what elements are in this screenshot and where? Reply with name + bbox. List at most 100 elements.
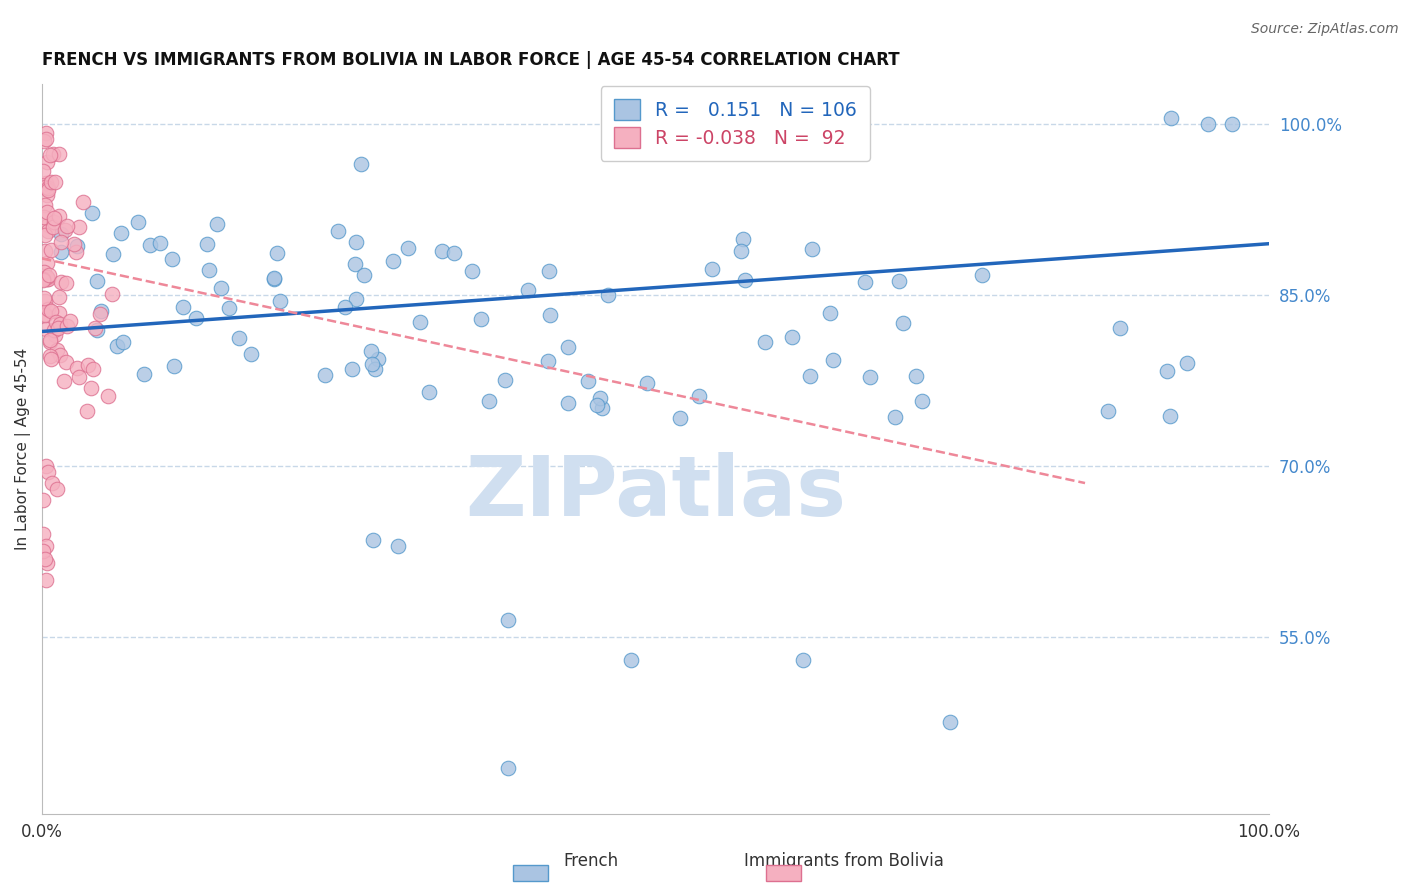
Point [537,354,560,368]
Point [86,275,108,289]
Point [335,300,357,314]
Point [586,398,609,412]
Point [800,242,823,256]
Point [49,235,72,249]
Point [42,211,65,225]
Point [84,321,107,335]
Point [498,613,520,627]
Point [343,257,366,271]
Point [80,381,103,395]
Point [49,227,72,241]
Point [32,273,55,287]
Point [1156,364,1178,378]
Legend: R =   0.151   N = 106, R = -0.038   N =  92: R = 0.151 N = 106, R = -0.038 N = 92 [600,87,870,161]
Point [1175,356,1198,370]
Point [1197,117,1219,131]
Point [32,272,55,286]
Point [35,458,58,473]
Point [207,218,229,232]
Point [911,394,934,409]
Point [38,268,60,282]
Point [1220,117,1243,131]
Point [32,544,55,558]
Point [127,215,149,229]
Point [82,362,104,376]
Point [1160,112,1182,126]
Point [344,293,367,307]
Point [35,322,58,336]
Point [461,264,484,278]
Point [37,181,59,195]
Point [34,210,56,224]
Point [350,157,373,171]
Point [891,316,914,330]
Point [799,369,821,384]
Point [89,307,111,321]
Point [792,653,814,667]
Point [342,361,364,376]
Point [52,374,75,388]
Point [818,306,841,320]
Point [35,132,58,146]
Point [49,244,72,259]
Point [35,255,58,269]
Point [730,244,752,259]
Point [100,286,122,301]
Point [34,552,56,566]
Point [66,238,89,252]
Point [172,300,194,314]
Point [430,244,453,258]
Point [367,352,389,367]
Point [48,306,70,320]
Point [39,148,62,162]
Point [596,288,619,302]
Point [34,126,56,140]
Point [45,482,67,496]
Point [163,359,186,373]
Point [32,265,55,279]
Point [668,411,690,425]
Text: FRENCH VS IMMIGRANTS FROM BOLIVIA IN LABOR FORCE | AGE 45-54 CORRELATION CHART: FRENCH VS IMMIGRANTS FROM BOLIVIA IN LAB… [42,51,900,69]
Point [328,224,350,238]
Point [557,340,579,354]
Point [443,246,465,260]
Point [314,368,336,382]
Point [49,348,72,362]
Point [889,274,911,288]
Point [1159,409,1181,424]
Point [101,247,124,261]
Point [44,327,66,342]
Point [418,384,440,399]
Point [263,270,285,285]
Point [494,373,516,387]
Point [48,290,70,304]
Point [387,539,409,553]
Point [35,205,58,219]
Point [884,409,907,424]
Point [688,389,710,403]
Point [86,323,108,337]
Point [538,264,561,278]
Point [620,653,643,667]
Point [139,238,162,252]
Point [209,281,232,295]
Point [32,527,55,541]
Point [34,308,56,322]
Point [66,360,89,375]
Point [76,403,98,417]
Point [409,315,432,329]
Point [105,339,128,353]
Point [239,347,262,361]
Point [266,246,288,260]
Point [32,493,55,508]
Point [39,335,62,350]
Point [48,147,70,161]
Point [353,268,375,282]
Point [42,147,65,161]
Point [853,275,876,289]
Point [364,361,387,376]
Point [110,227,132,241]
Point [39,243,62,257]
Point [37,187,59,202]
Point [591,401,613,415]
